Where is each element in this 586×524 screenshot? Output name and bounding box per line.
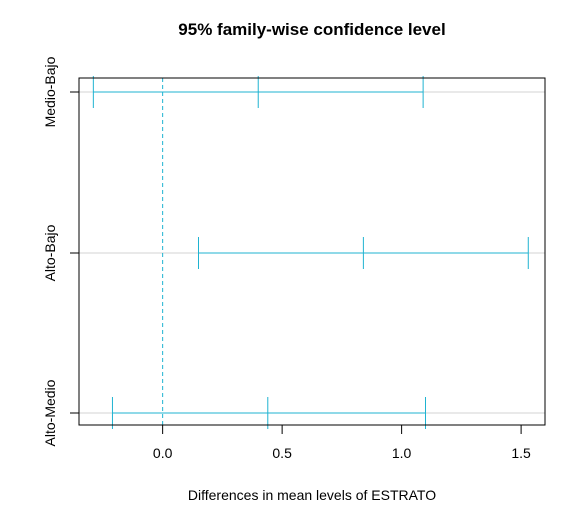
y-axis: Medio-Bajo Alto-Bajo Alto-Medio: [42, 56, 79, 446]
interval-alto-medio: [111, 397, 427, 429]
y-tick-label: Alto-Medio: [42, 379, 58, 446]
interval-medio-bajo: [92, 76, 424, 108]
plot-frame: [78, 77, 546, 426]
chart-title: 95% family-wise confidence level: [178, 20, 445, 39]
y-tick-label: Alto-Bajo: [42, 224, 58, 281]
x-axis-label: Differences in mean levels of ESTRATO: [188, 487, 436, 503]
x-tick-label: 0.0: [153, 445, 173, 461]
x-axis: 0.0 0.5 1.0 1.5: [153, 425, 531, 461]
x-tick-label: 1.0: [392, 445, 412, 461]
interval-alto-bajo: [197, 237, 529, 269]
x-tick-label: 0.5: [272, 445, 292, 461]
confidence-intervals: [92, 76, 529, 429]
x-tick-label: 1.5: [511, 445, 531, 461]
y-tick-label: Medio-Bajo: [42, 56, 58, 127]
